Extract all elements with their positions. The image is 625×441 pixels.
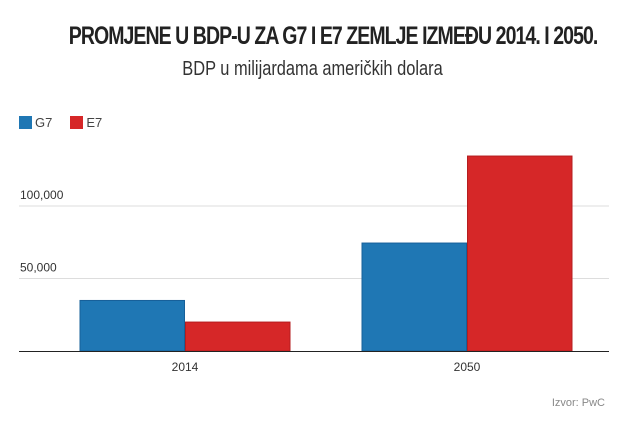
legend-label-g7: G7 [35, 115, 53, 130]
source-note: Izvor: PwC [551, 397, 605, 409]
x-tick-label: 2050 [454, 360, 481, 374]
legend-item-e7: E7 [70, 115, 102, 130]
bar-g7-2014 [79, 299, 185, 352]
bar-e7-2014 [185, 321, 291, 352]
legend: G7 E7 [19, 115, 120, 130]
y-tick-label: 50,000 [20, 261, 57, 275]
bar-g7-2050 [361, 242, 467, 352]
x-tick-label: 2014 [172, 360, 199, 374]
legend-item-g7: G7 [19, 115, 52, 130]
chart-subtitle: BDP u milijardama američkih dolara [182, 58, 443, 80]
legend-swatch-e7 [70, 116, 84, 129]
y-tick-label: 100,000 [20, 188, 64, 202]
legend-swatch-g7 [19, 116, 32, 129]
chart-title: PROMJENE U BDP-U ZA G7 I E7 ZEMLJE IZMEĐ… [68, 22, 599, 50]
bar-e7-2050 [467, 155, 573, 352]
legend-label-e7: E7 [86, 115, 103, 130]
